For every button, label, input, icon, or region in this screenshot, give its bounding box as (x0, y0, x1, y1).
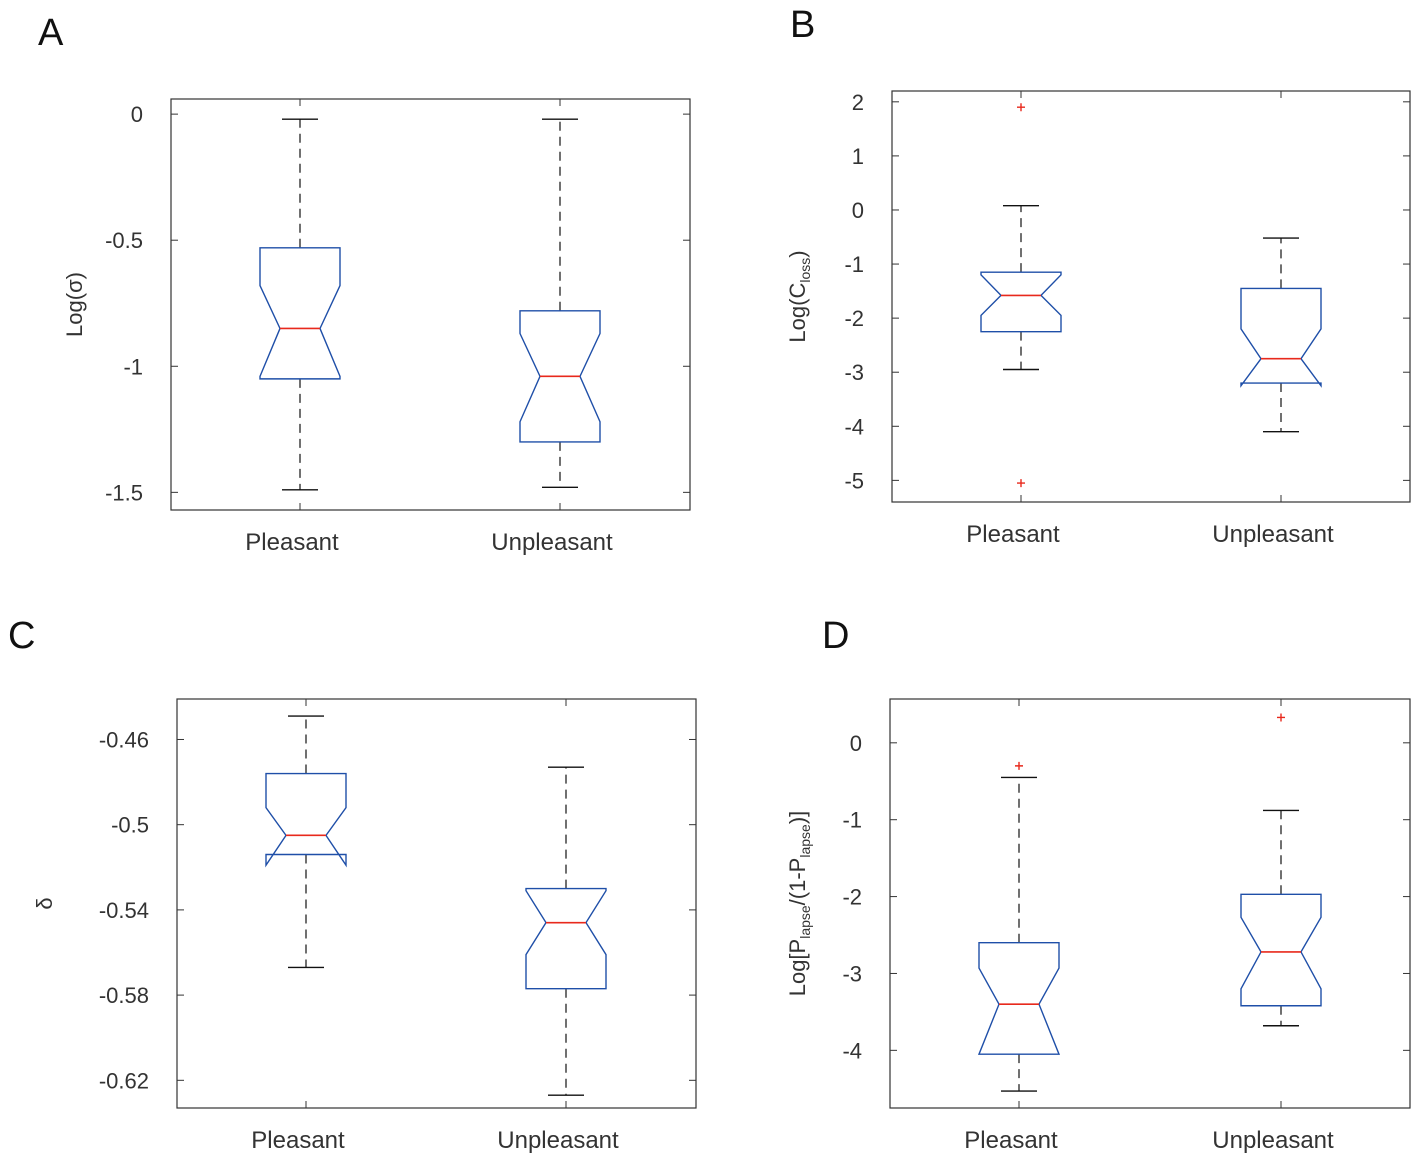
y-tick-label: -1 (842, 808, 862, 833)
y-axis-label-part: Log[P (785, 939, 810, 997)
plot-frame (170, 98, 691, 511)
y-axis-label: Log[Plapse/(1-Plapse)] (785, 811, 813, 997)
y-tick-label: -0.54 (99, 898, 149, 923)
x-category-label: Pleasant (966, 521, 1060, 548)
y-tick-label: -0.5 (105, 228, 143, 253)
y-tick-label: -5 (844, 468, 864, 493)
panel-letter: A (38, 12, 64, 54)
y-axis-label-part: /(1-P (785, 858, 810, 906)
x-category-label: Unpleasant (1212, 1127, 1334, 1154)
y-axis-label-part: Log(σ) (62, 272, 87, 337)
y-tick-label: -2 (842, 885, 862, 910)
y-axis-label: Log(σ) (62, 272, 87, 337)
notched-box (525, 887, 607, 990)
x-category-label: Unpleasant (1212, 521, 1334, 548)
y-tick-label: -1 (123, 354, 143, 379)
y-axis-label-part: )] (785, 811, 810, 824)
notched-box (1240, 893, 1322, 1007)
x-category-label: Pleasant (251, 1127, 345, 1154)
outlier-marker (1015, 761, 1023, 770)
plot-frame (891, 90, 1411, 503)
notched-box (977, 942, 1061, 1055)
x-category-label: Unpleasant (491, 529, 613, 556)
y-tick-label: 1 (852, 144, 864, 169)
y-tick-label: -0.5 (111, 813, 149, 838)
plot-frame (889, 698, 1411, 1109)
y-tick-label: -4 (842, 1038, 862, 1063)
outlier-marker (1017, 103, 1025, 112)
x-category-label: Pleasant (964, 1127, 1058, 1154)
panel-c: C -0.46 -0.5 -0.54 -0.58 -0.62 δ Pleasant Unplea… (8, 615, 697, 1154)
y-axis-label-part: Log(C (785, 283, 810, 343)
y-tick-label: 2 (852, 90, 864, 115)
x-category-label: Unpleasant (497, 1127, 619, 1154)
y-axis-label-part: δ (32, 897, 57, 909)
y-tick-label: 0 (852, 198, 864, 223)
y-axis-label-part: ) (785, 250, 810, 257)
notched-box (265, 772, 347, 868)
y-axis-label: Log(Closs) (785, 250, 813, 342)
panel-a: A 0 -0.5 -1 -1.5 Log(σ) Pleasant Unpleasant (38, 12, 691, 556)
y-tick-label: -0.46 (99, 727, 149, 752)
y-axis-label-subscript: loss (797, 258, 813, 283)
y-tick-label: 0 (131, 102, 143, 127)
y-tick-label: -1 (844, 252, 864, 277)
notched-box (259, 247, 341, 380)
y-tick-label: -0.62 (99, 1068, 149, 1093)
panel-letter: C (8, 615, 35, 657)
y-tick-label: -0.58 (99, 983, 149, 1008)
plot-frame (176, 698, 697, 1109)
panel-letter: B (790, 4, 815, 46)
notched-box (1240, 287, 1322, 388)
y-tick-label: -1.5 (105, 480, 143, 505)
outlier-marker (1017, 479, 1025, 488)
y-axis-label-subscript: lapse (797, 905, 813, 939)
outlier-marker (1277, 713, 1285, 722)
panel-b: B 2 1 0 -1 -2 -3 -4 -5 Log(Closs) Pleasant Unpleasa… (785, 4, 1411, 548)
y-tick-label: -2 (844, 306, 864, 331)
y-tick-label: -3 (844, 360, 864, 385)
notched-box (519, 310, 601, 443)
y-axis-label: δ (32, 897, 57, 909)
y-axis-label-subscript: lapse (797, 824, 813, 858)
panel-d: D0-1-2-3-4Log[Plapse/(1-Plapse)]Pleasant… (785, 615, 1411, 1154)
x-category-label: Pleasant (245, 529, 339, 556)
notched-box (980, 271, 1062, 333)
y-tick-label: -4 (844, 414, 864, 439)
y-tick-label: 0 (850, 731, 862, 756)
y-tick-label: -3 (842, 961, 862, 986)
panel-letter: D (822, 615, 849, 657)
